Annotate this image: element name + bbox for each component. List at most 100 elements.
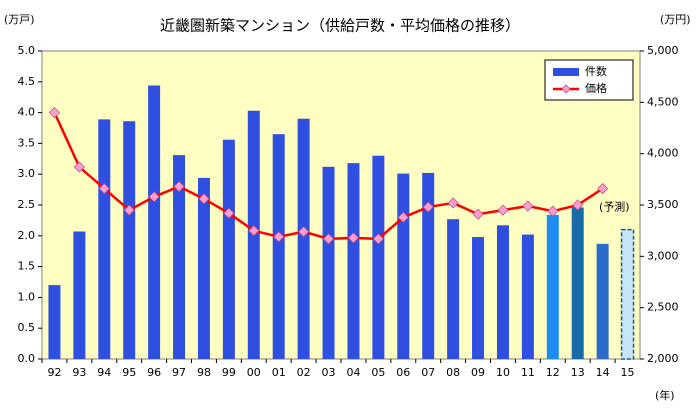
price-marker	[148, 191, 160, 203]
price-marker	[397, 211, 409, 223]
x-tick-label: 08	[446, 366, 460, 379]
price-marker	[347, 232, 360, 244]
y-tick-label: 5.0	[18, 44, 36, 57]
price-marker	[173, 180, 185, 193]
y2-axis-label: (万円)	[660, 13, 691, 26]
x-tick-label: 14	[596, 366, 610, 379]
price-marker	[98, 183, 110, 195]
x-tick-label: 96	[147, 366, 161, 379]
price-marker	[572, 199, 584, 211]
bar	[272, 134, 285, 359]
price-marker	[198, 193, 210, 205]
x-tick-label: 04	[346, 366, 360, 379]
x-tick-label: 93	[72, 366, 86, 379]
x-tick-label: 01	[272, 366, 286, 379]
y-tick-label: 3.5	[18, 136, 36, 149]
price-marker	[298, 226, 310, 238]
legend-box	[544, 59, 634, 101]
price-marker	[522, 200, 534, 212]
bar	[397, 173, 410, 359]
y2-tick-label: 5,000	[647, 44, 679, 57]
bar	[546, 214, 559, 359]
y2-tick-label: 3,000	[647, 249, 679, 262]
bar	[98, 119, 111, 359]
x-tick-label: 10	[496, 366, 510, 379]
chart-title: 近畿圏新築マンション（供給戸数・平均価格の推移）	[160, 17, 520, 35]
x-axis-label: (年)	[655, 388, 675, 402]
bar	[521, 234, 534, 359]
legend-swatch	[553, 68, 579, 76]
bar	[620, 228, 635, 360]
x-tick-label: 07	[421, 366, 435, 379]
y-tick-label: 1.5	[18, 260, 36, 273]
y2-tick-label: 2,000	[647, 352, 679, 365]
price-marker	[422, 201, 434, 213]
x-tick-label: 06	[396, 366, 410, 379]
y-tick-label: 0.5	[18, 321, 36, 334]
bar	[222, 139, 235, 359]
y2-tick-label: 3,500	[647, 198, 679, 211]
price-marker	[447, 197, 459, 209]
price-marker	[248, 225, 260, 237]
y-tick-label: 2.5	[18, 198, 36, 211]
bar	[48, 285, 61, 359]
y2-tick-label: 2,500	[647, 301, 679, 314]
bar	[447, 219, 460, 359]
bar	[472, 237, 485, 359]
price-marker	[472, 208, 484, 220]
x-tick-label: 09	[471, 366, 485, 379]
y-tick-label: 4.0	[18, 106, 36, 119]
legend-label: 価格	[585, 81, 607, 95]
price-marker	[497, 204, 509, 216]
x-tick-label: 98	[197, 366, 211, 379]
y2-tick-label: 4,500	[647, 95, 679, 108]
price-marker	[123, 204, 135, 216]
bar	[297, 118, 310, 359]
price-marker	[372, 233, 384, 245]
price-marker	[273, 231, 285, 243]
price-marker	[322, 233, 335, 245]
annotation: (予測)	[599, 200, 630, 214]
price-marker	[597, 183, 609, 195]
x-tick-label: 15	[621, 366, 635, 379]
bar	[372, 155, 385, 359]
bar	[596, 243, 609, 359]
legend-swatch	[561, 84, 571, 94]
y-tick-label: 0.0	[18, 352, 36, 365]
plot-area	[41, 50, 641, 360]
y-tick-label: 3.0	[18, 167, 36, 180]
price-marker	[223, 207, 235, 219]
price-marker	[73, 161, 85, 173]
x-tick-label: 92	[47, 366, 61, 379]
bar	[422, 172, 435, 359]
bar	[73, 231, 86, 359]
y-tick-label: 4.5	[18, 75, 36, 88]
x-tick-label: 03	[322, 366, 336, 379]
bar	[347, 163, 360, 359]
y-tick-label: 1.0	[18, 290, 36, 303]
x-tick-label: 11	[521, 366, 535, 379]
price-marker	[48, 107, 61, 119]
x-tick-label: 12	[546, 366, 560, 379]
price-marker	[547, 205, 559, 217]
bar	[197, 177, 210, 359]
y-axis-label: (万戸)	[4, 13, 35, 26]
x-tick-label: 95	[122, 366, 136, 379]
y-tick-label: 2.0	[18, 229, 36, 242]
x-tick-label: 13	[571, 366, 585, 379]
x-tick-label: 02	[297, 366, 311, 379]
x-tick-label: 97	[172, 366, 186, 379]
legend-label: 件数	[585, 65, 607, 78]
bar	[123, 121, 136, 359]
x-tick-label: 99	[222, 366, 236, 379]
bar	[148, 85, 161, 359]
x-tick-label: 05	[371, 366, 385, 379]
y2-tick-label: 4,000	[647, 147, 679, 160]
bar	[322, 166, 335, 359]
x-tick-label: 94	[97, 366, 111, 379]
x-tick-label: 00	[247, 366, 261, 379]
bar	[496, 225, 509, 359]
bar	[571, 207, 584, 359]
bar	[173, 155, 186, 359]
